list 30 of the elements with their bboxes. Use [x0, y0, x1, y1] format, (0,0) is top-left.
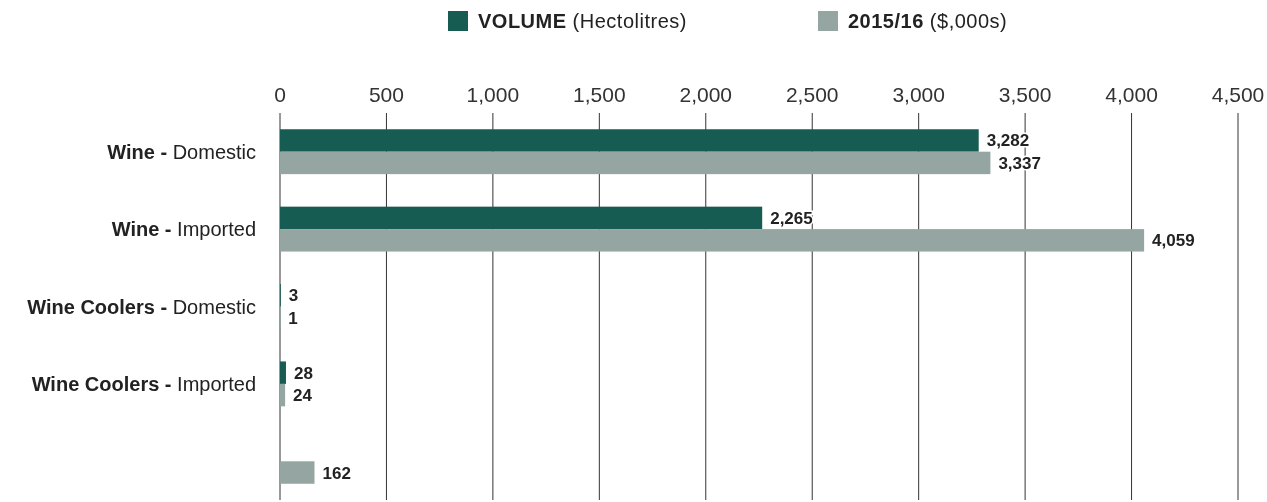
y-tick-label: Wine Coolers - Imported	[31, 372, 256, 395]
x-tick-label: 0	[274, 83, 286, 106]
x-tick-label: 3,500	[998, 83, 1052, 106]
bar	[280, 361, 286, 384]
data-label: 162	[322, 463, 351, 483]
x-tick-label: 1,500	[573, 83, 626, 106]
data-label: 3	[288, 286, 299, 306]
data-label: 1	[288, 308, 298, 328]
bar	[280, 461, 315, 484]
x-tick-label: 4,500	[1211, 83, 1265, 106]
data-label: 2,265	[770, 208, 813, 228]
y-tick-label: Wine Coolers - Domestic	[27, 295, 256, 318]
data-label: 28	[293, 363, 313, 383]
data-label: 24	[293, 386, 313, 406]
x-tick-label: 2,500	[785, 83, 839, 106]
x-tick-label: 1,000	[466, 83, 520, 106]
y-tick-label: Wine - Domestic	[107, 140, 256, 163]
legend-label: VOLUME (Hectolitres)	[478, 10, 687, 32]
x-tick-label: 500	[368, 83, 404, 106]
data-label: 4,059	[1152, 231, 1195, 251]
bar	[280, 229, 1145, 252]
bar	[280, 129, 979, 152]
legend-label: 2015/16 ($,000s)	[848, 10, 1008, 32]
x-tick-label: 2,000	[679, 83, 733, 106]
bar	[280, 206, 763, 230]
bar	[280, 383, 286, 407]
bar	[280, 151, 991, 175]
x-tick-label: 4,000	[1105, 83, 1158, 106]
y-tick-label: Wine - Imported	[111, 218, 256, 241]
x-tick-label: 3,000	[892, 83, 945, 106]
